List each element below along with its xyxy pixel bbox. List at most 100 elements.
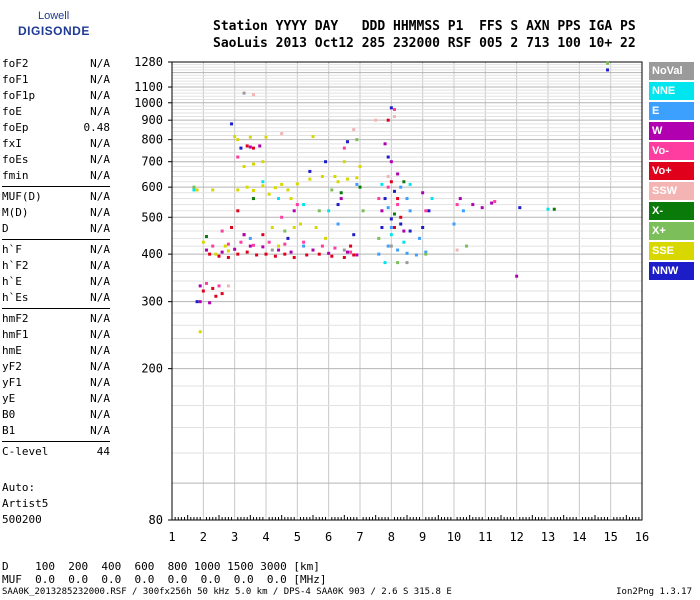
echo-point [311,135,315,139]
param-name: foE [2,105,22,118]
echo-point [295,182,299,186]
echo-point [283,229,287,233]
param-value: N/A [90,105,110,118]
param-value: N/A [90,169,110,182]
legend-item-e: E [649,102,694,120]
echo-point [226,255,230,259]
muf-row: MUF 0.0 0.0 0.0 0.0 0.0 0.0 0.0 0.0 [MHz… [2,573,327,586]
echo-point [355,182,359,186]
echo-point [211,286,215,290]
echo-point [392,225,396,229]
param-value: N/A [90,137,110,150]
param-name: yF1 [2,376,22,389]
echo-point [327,251,331,255]
echo-point [251,162,255,166]
echo-point [414,253,418,257]
echo-point [198,300,202,304]
echo-point [302,244,306,248]
echo-point [427,209,431,213]
echo-point [408,209,412,213]
param-name: h`F2 [2,259,29,272]
legend-item-w: W [649,122,694,140]
echo-point [380,209,384,213]
param-row: MUF(D) N/A [2,189,110,205]
echo-point [283,242,287,246]
auto-artist: Artist5 [2,497,49,510]
echo-point [195,300,199,304]
echo-point [333,246,337,250]
echo-point [455,248,459,252]
param-value: N/A [90,222,110,235]
x-tick-label: 16 [635,530,649,544]
echo-point [302,240,306,244]
y-tick-label: 80 [149,513,163,527]
auto-label: Auto: [2,481,36,494]
echo-point [267,192,271,196]
echo-point [214,294,218,298]
echo-point [405,261,409,265]
param-row: yF2 N/A [2,359,110,375]
param-separator [2,239,110,240]
echo-point [352,233,356,237]
echo-point [320,175,324,178]
echo-point [396,248,400,252]
echo-point [248,145,252,149]
echo-point [208,252,212,256]
echo-point [302,203,306,207]
param-name: MUF(D) [2,190,42,203]
legend-item-ssw: SSW [649,182,694,200]
x-tick-label: 8 [388,530,395,544]
echo-point [239,240,243,244]
param-value: N/A [90,291,110,304]
echo-point [330,188,334,192]
legend-item-noval: NoVal [649,62,694,80]
param-value: N/A [90,312,110,325]
param-name: fxI [2,137,22,150]
param-row: foE N/A [2,104,110,120]
x-tick-label: 13 [541,530,555,544]
param-name: hmE [2,344,22,357]
echo-point [386,244,390,248]
echo-point [392,189,396,193]
echo-point [305,253,309,257]
param-value: N/A [90,275,110,288]
echo-point [242,164,246,168]
param-row: foF1p N/A [2,88,110,104]
echo-point [201,240,205,244]
echo-point [226,284,230,288]
param-name: foF1 [2,73,29,86]
echo-point [389,225,393,229]
param-row: hmF1 N/A [2,327,110,343]
param-row: B0 N/A [2,407,110,423]
y-tick-label: 800 [141,133,163,147]
param-name: B0 [2,408,16,421]
echo-point [452,222,456,226]
param-separator [2,308,110,309]
y-tick-label: 700 [141,155,163,169]
echo-point [386,206,390,210]
echo-point [383,261,387,265]
echo-point [280,182,284,186]
echo-point [195,188,199,192]
param-value: 0.48 [83,121,111,134]
x-tick-label: 5 [294,530,301,544]
echo-point [273,254,277,258]
param-row: C-level 44 [2,444,110,460]
echo-point [333,175,337,178]
echo-point [515,274,519,278]
param-row: foF2 N/A [2,56,110,72]
param-row: hmF2 N/A [2,311,110,327]
echo-point [261,184,265,188]
echo-point [352,253,356,257]
echo-point [258,144,262,148]
muf-table: D 100 200 400 600 800 1000 1500 3000 [km… [2,560,327,586]
echo-point [389,106,393,110]
echo-point [317,252,321,256]
echo-point [399,222,403,226]
echo-point [342,160,346,164]
echo-point [480,206,484,210]
echo-point [251,146,255,150]
echo-point [405,197,409,201]
echo-point [220,250,224,254]
echo-point [380,225,384,229]
